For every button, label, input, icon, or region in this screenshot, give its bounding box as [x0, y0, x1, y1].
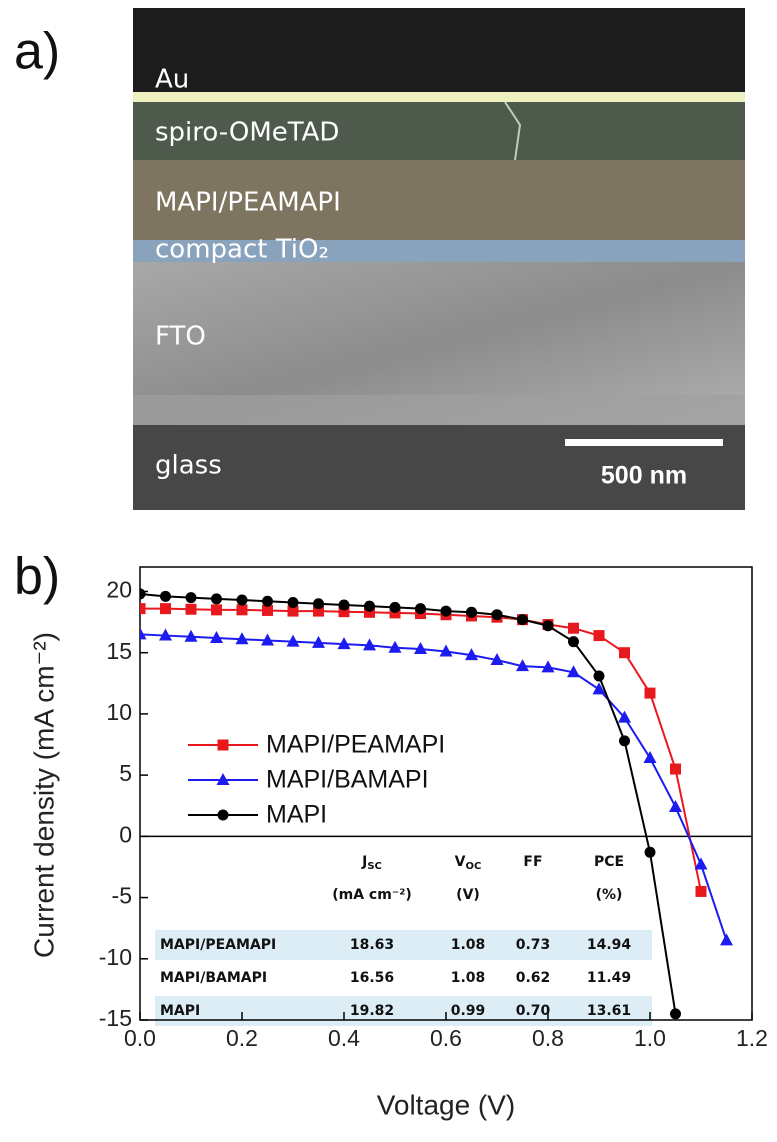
table-cell: 18.63 [350, 937, 394, 953]
table-header-unit: (V) [456, 887, 480, 903]
marker [262, 596, 273, 607]
legend-label: MAPI [266, 801, 327, 829]
y-axis-label: Current density (mA cm⁻²) [28, 632, 59, 958]
y-tick-label: -5 [112, 883, 132, 909]
marker [492, 609, 503, 620]
marker [568, 636, 579, 647]
marker [237, 595, 248, 606]
marker [134, 627, 147, 639]
table-cell: 14.94 [587, 937, 632, 953]
marker [695, 858, 708, 870]
panel-label: a) [14, 23, 60, 81]
table-row-name: MAPI/PEAMAPI [160, 937, 276, 953]
series [134, 627, 734, 945]
y-tick-label: -10 [99, 944, 132, 970]
marker [364, 601, 375, 612]
x-tick-label: 0.8 [532, 1025, 564, 1051]
x-tick-label: 1.0 [634, 1025, 666, 1051]
table-cell: 11.49 [587, 970, 631, 986]
marker [720, 933, 733, 945]
marker [619, 647, 630, 658]
table-cell: 13.61 [587, 1003, 631, 1019]
legend-marker [218, 810, 229, 821]
table-cell: 1.08 [451, 970, 486, 986]
marker [186, 592, 197, 603]
y-tick-label: 20 [106, 577, 132, 603]
layer-label: compact TiO₂ [155, 235, 329, 265]
panel-label: b) [14, 548, 60, 606]
layer-label: spiro-OMeTAD [155, 118, 339, 148]
marker [594, 630, 605, 641]
table-cell: 0.70 [516, 1003, 551, 1019]
table-header: FF [523, 854, 542, 870]
marker [211, 593, 222, 604]
marker [135, 588, 146, 599]
legend-label: MAPI/BAMAPI [266, 766, 429, 794]
marker [645, 847, 656, 858]
table-cell: 0.62 [516, 970, 551, 986]
marker [313, 598, 324, 609]
layer-label: FTO [155, 322, 206, 352]
x-tick-label: 0.4 [328, 1025, 360, 1051]
marker [670, 1008, 681, 1019]
marker [186, 604, 197, 615]
figure: a) Au spiro-OMeTAD MAPI/PEAMAPI compact … [0, 0, 777, 1137]
table-header-main: V [455, 854, 466, 870]
marker [696, 886, 707, 897]
table-header-unit: (mA cm⁻²) [332, 887, 412, 903]
table-row-name: MAPI/BAMAPI [160, 970, 267, 986]
marker [670, 764, 681, 775]
layer-label: MAPI/PEAMAPI [155, 188, 341, 218]
table-row-band [155, 996, 652, 1026]
table-header-sub: OC [466, 861, 482, 872]
marker [415, 603, 426, 614]
marker [619, 735, 630, 746]
marker [135, 603, 146, 614]
y-tick-label: 15 [106, 638, 132, 664]
y-tick-label: 5 [119, 760, 132, 786]
table-row-name: MAPI [160, 1003, 200, 1019]
marker [594, 670, 605, 681]
table-header-main: FF [523, 854, 542, 870]
table-header: PCE [594, 854, 624, 870]
x-tick-label: 1.2 [736, 1025, 768, 1051]
marker [517, 614, 528, 625]
marker [288, 597, 299, 608]
y-tick-label: 0 [119, 821, 132, 847]
table-header-unit: (%) [596, 887, 623, 903]
marker [645, 688, 656, 699]
y-tick-label: 10 [106, 699, 132, 725]
table-cell: 0.99 [451, 1003, 486, 1019]
marker [568, 623, 579, 634]
scale-bar-label: 500 nm [601, 462, 687, 490]
x-axis-label: Voltage (V) [377, 1089, 516, 1120]
table-header-main: PCE [594, 854, 624, 870]
table-cell: 19.82 [350, 1003, 394, 1019]
x-tick-label: 0.6 [430, 1025, 462, 1051]
marker [339, 599, 350, 610]
marker [390, 602, 401, 613]
marker [669, 800, 682, 812]
y-tick-label: -15 [99, 1005, 132, 1031]
marker [441, 606, 452, 617]
marker [160, 603, 171, 614]
layer-label: glass [155, 451, 222, 481]
table-cell: 1.08 [451, 937, 486, 953]
marker [237, 604, 248, 615]
series-line [140, 634, 727, 940]
table-header: JSC [361, 854, 382, 872]
table-header: VOC [455, 854, 482, 872]
table-header-sub: SC [367, 861, 382, 872]
legend-label: MAPI/PEAMAPI [266, 731, 445, 759]
marker [466, 607, 477, 618]
x-tick-label: 0.2 [226, 1025, 258, 1051]
marker [211, 604, 222, 615]
marker [160, 591, 171, 602]
table-cell: 0.73 [516, 937, 551, 953]
layer-label: Au [155, 65, 189, 95]
marker [543, 620, 554, 631]
table-cell: 16.56 [350, 970, 394, 986]
legend-marker [218, 740, 229, 751]
marker [644, 751, 657, 763]
